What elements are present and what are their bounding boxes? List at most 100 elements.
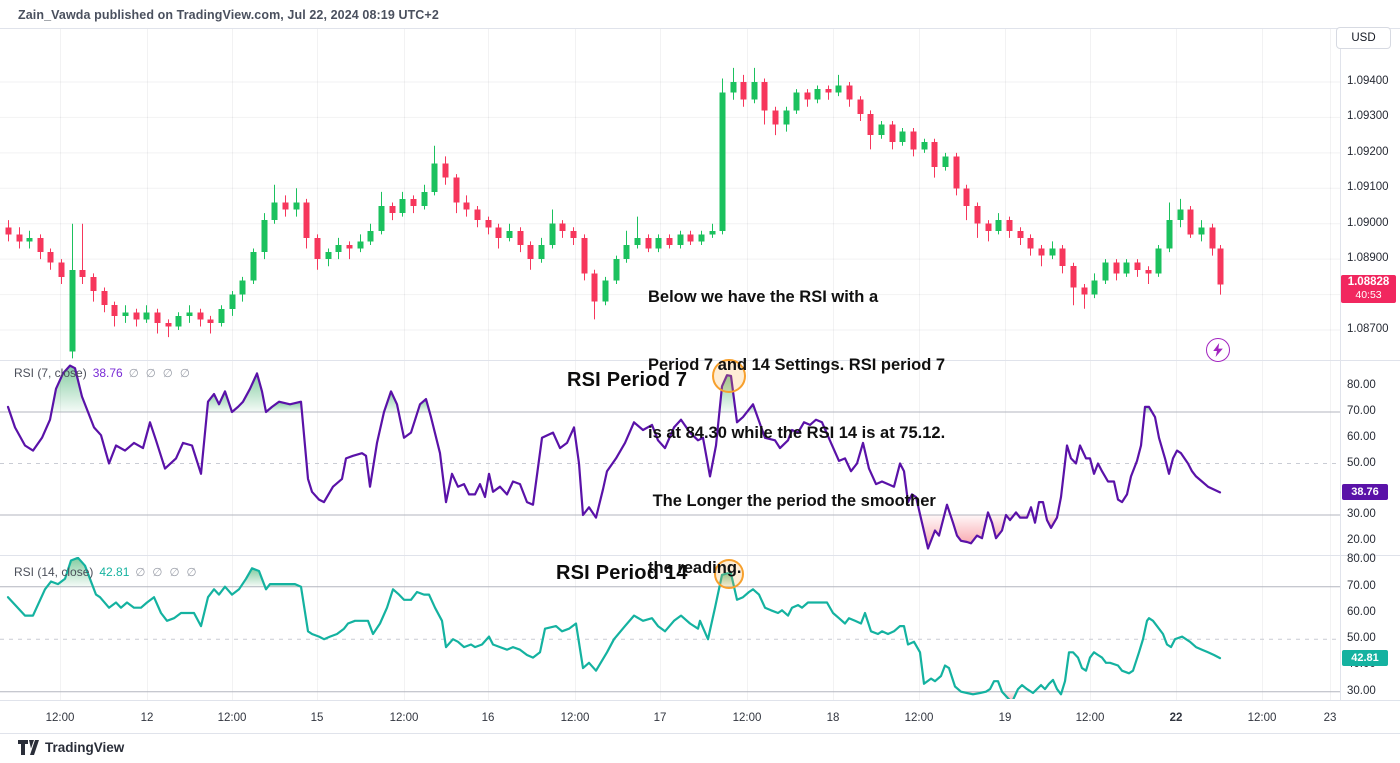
chart-annotation-text: Below we have the RSI with a Period 7 an… (648, 241, 945, 625)
hide-icon[interactable]: ∅ (128, 368, 139, 380)
rsi-band-fill (47, 557, 93, 587)
rsi14-line (6, 557, 1222, 699)
more-icon[interactable]: ∅ (179, 368, 190, 380)
candle-body (687, 234, 694, 242)
time-tick-label: 12:00 (904, 712, 934, 724)
rsi7-line (6, 364, 1222, 550)
hide-icon[interactable]: ∅ (135, 567, 146, 579)
candle-body (1217, 248, 1224, 285)
candle-body (431, 163, 438, 192)
candle-body (47, 252, 54, 263)
candle-body (613, 259, 620, 281)
rsi7-tick-label: 30.00 (1347, 508, 1376, 520)
candle-body (846, 85, 853, 100)
tradingview-logo-icon (18, 740, 39, 755)
candle-body (899, 131, 906, 143)
candle-body (953, 156, 960, 189)
candle-body (709, 230, 716, 235)
candle-body (250, 252, 257, 281)
settings-icon[interactable]: ∅ (162, 368, 173, 380)
price-tick-label: 1.08900 (1347, 252, 1389, 265)
candle-body (517, 230, 524, 245)
candle-body (335, 244, 342, 253)
rsi-band-fill (51, 365, 88, 412)
candle-body (463, 202, 470, 210)
candle-body (793, 92, 800, 111)
candle-body (1187, 209, 1194, 235)
candle-body (570, 230, 577, 238)
candle-body (485, 220, 492, 228)
candle-body (1177, 209, 1184, 221)
tradingview-logo[interactable]: TradingView (18, 740, 124, 755)
candle-body (122, 312, 129, 316)
candle-body (1017, 230, 1024, 238)
rsi14-tick-label: 50.00 (1347, 632, 1376, 645)
candle-body (1113, 262, 1120, 274)
candle-body (1155, 248, 1162, 274)
candle-body (1123, 262, 1130, 274)
candle-body (985, 223, 992, 231)
rsi7-tick-label: 50.00 (1347, 456, 1376, 469)
candle-body (804, 92, 811, 100)
rsi7-legend[interactable]: RSI (7, close) 38.76 ∅ ∅ ∅ ∅ (14, 366, 190, 380)
rsi14-legend-icons[interactable]: ∅ ∅ ∅ ∅ (135, 565, 196, 579)
bar-countdown: 40:53 (1355, 289, 1382, 301)
rsi7-tick-label: 80.00 (1347, 379, 1376, 392)
settings-icon[interactable]: ∅ (169, 567, 180, 579)
candle-body (165, 322, 172, 327)
candle-body (1209, 227, 1216, 249)
rsi7-legend-label: RSI (7, close) (14, 366, 87, 380)
candle-body (931, 142, 938, 168)
candle-body (495, 227, 502, 238)
price-tick-label: 1.09100 (1347, 181, 1389, 194)
candle-body (602, 280, 609, 302)
candle-body (261, 220, 268, 253)
candle-body (1166, 220, 1173, 249)
candle-body (346, 244, 353, 249)
highlight-circle (714, 559, 744, 589)
tradingview-logo-text: TradingView (45, 740, 125, 755)
more-icon[interactable]: ∅ (186, 567, 197, 579)
rsi7-legend-icons[interactable]: ∅ ∅ ∅ ∅ (129, 366, 190, 380)
candle-body (207, 319, 214, 323)
rsi14-tick-label: 60.00 (1347, 605, 1376, 618)
rsi-band-fill (1045, 515, 1058, 528)
time-tick-label: 12:00 (217, 712, 247, 724)
candle-body (218, 308, 225, 323)
candle-body (37, 237, 44, 253)
time-tick-label: 17 (653, 712, 667, 724)
candle-body (921, 142, 928, 150)
candle-body (655, 237, 662, 249)
candle-body (410, 198, 417, 207)
currency-button[interactable]: USD (1336, 27, 1391, 49)
flash-ideas-button[interactable] (1206, 338, 1230, 362)
rsi14-legend[interactable]: RSI (14, close) 42.81 ∅ ∅ ∅ ∅ (14, 565, 197, 579)
highlight-circle (712, 359, 746, 393)
rsi14-legend-value: 42.81 (99, 565, 130, 579)
time-tick-label: 16 (481, 712, 495, 724)
candle-body (90, 276, 97, 292)
candle-body (677, 234, 684, 245)
candle-body (549, 223, 556, 245)
candle-body (175, 315, 182, 327)
candle-body (154, 312, 161, 323)
candle-body (1059, 248, 1066, 267)
candle-body (1081, 287, 1088, 295)
candle-body (389, 206, 396, 214)
candle-body (645, 237, 652, 249)
rsi-band-fill (989, 515, 1006, 539)
source-icon[interactable]: ∅ (152, 567, 163, 579)
candle-body (666, 237, 673, 245)
candle-body (623, 244, 630, 260)
candle-body (133, 312, 140, 320)
candle-body (453, 177, 460, 203)
rsi14-value-badge: 42.81 (1342, 650, 1388, 666)
source-icon[interactable]: ∅ (145, 368, 156, 380)
candle-body (1102, 262, 1109, 281)
candle-body (58, 262, 65, 277)
rsi7-legend-value: 38.76 (92, 366, 123, 380)
annotation-line: Below we have the RSI with a (648, 288, 879, 307)
candle-body (995, 220, 1002, 231)
